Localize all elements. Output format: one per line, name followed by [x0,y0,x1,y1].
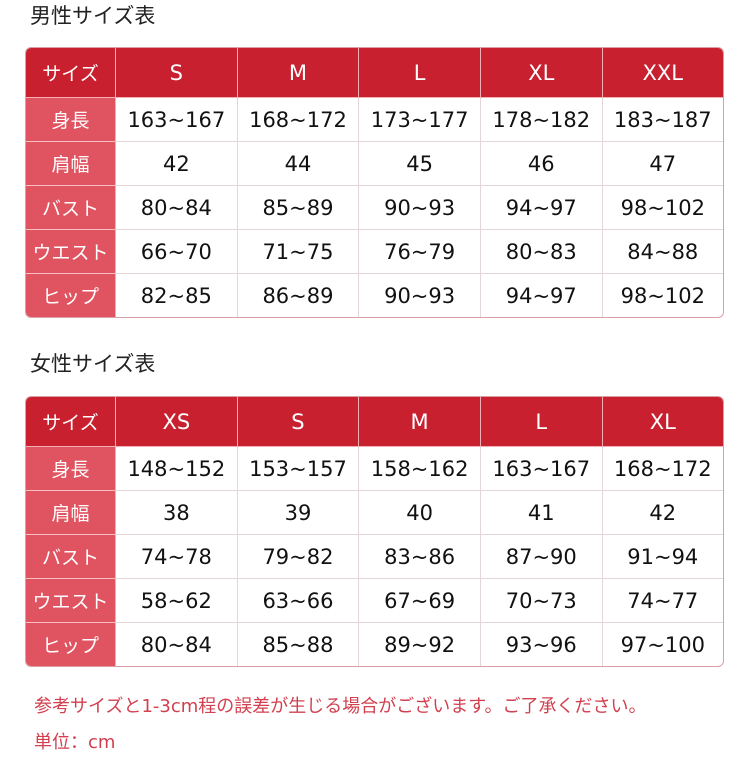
measurement-cell: 46 [480,142,603,186]
men-size-table: サイズ S M L XL XXL 身長 163~167 168~172 173~177 178~18… [25,47,724,318]
unit-note: 単位：cm [34,732,116,753]
table-row: 身長 148~152 153~157 158~162 163~167 168~172 [26,447,723,491]
measurement-cell: 90~93 [359,274,481,317]
measurement-cell: 89~92 [359,623,481,666]
size-header-cell: M [237,48,360,98]
measurement-cell: 94~97 [481,274,603,317]
table-row: ヒップ 82~85 86~89 90~93 94~97 98~102 [26,274,723,317]
measurement-cell: 94~97 [480,186,603,230]
measurement-cell: 41 [480,491,603,535]
row-label-cell: 肩幅 [26,142,116,186]
measurement-cell: 45 [359,142,481,186]
measurement-cell: 148~152 [116,447,238,491]
table-row: バスト 80~84 85~89 90~93 94~97 98~102 [26,186,723,230]
measurement-cell: 38 [116,491,238,535]
measurement-cell: 183~187 [602,98,723,142]
measurement-cell: 153~157 [237,447,360,491]
table-row: バスト 74~78 79~82 83~86 87~90 91~94 [26,535,723,579]
row-label-cell: 身長 [26,98,116,142]
measurement-cell: 40 [359,491,481,535]
row-label-cell: 肩幅 [26,491,116,535]
measurement-cell: 74~77 [602,579,723,623]
row-label-cell: 身長 [26,447,116,491]
measurement-cell: 168~172 [237,98,360,142]
size-header-cell: XL [480,48,603,98]
table-row: ヒップ 80~84 85~88 89~92 93~96 97~100 [26,623,723,666]
measurement-cell: 158~162 [359,447,481,491]
measurement-cell: 87~90 [480,535,603,579]
measurement-cell: 71~75 [237,230,360,274]
row-label-cell: ヒップ [26,623,116,666]
measurement-cell: 58~62 [116,579,238,623]
table-row: ウエスト 66~70 71~75 76~79 80~83 84~88 [26,230,723,274]
measurement-cell: 83~86 [359,535,481,579]
size-header-cell: XXL [602,48,723,98]
measurement-cell: 44 [237,142,360,186]
table-row: 身長 163~167 168~172 173~177 178~182 183~187 [26,98,723,142]
measurement-cell: 84~88 [602,230,723,274]
measurement-cell: 82~85 [116,274,238,317]
measurement-cell: 76~79 [359,230,481,274]
row-label-cell: ウエスト [26,579,116,623]
measurement-cell: 168~172 [602,447,723,491]
size-header-cell: L [359,48,481,98]
measurement-cell: 91~94 [602,535,723,579]
header-row: サイズ S M L XL XXL [26,48,723,98]
measurement-cell: 93~96 [481,623,603,666]
measurement-cell: 86~89 [238,274,360,317]
measurement-cell: 67~69 [359,579,481,623]
measurement-cell: 90~93 [359,186,481,230]
measurement-cell: 163~167 [116,98,238,142]
row-label-cell: ウエスト [26,230,116,274]
measurement-cell: 97~100 [620,632,705,657]
women-size-chart-title: 女性サイズ表 [30,352,156,376]
measurement-cell: 98~102 [602,186,723,230]
measurement-cell: 80~84 [116,186,238,230]
measurement-cell: 85~88 [238,623,360,666]
header-row: サイズ XS S M L XL [26,397,723,447]
measurement-cell: 70~73 [480,579,603,623]
measurement-cell: 42 [116,142,238,186]
measurement-cell: 39 [237,491,360,535]
measurement-cell: 98~102 [620,283,705,308]
measurement-cell: 66~70 [116,230,238,274]
table-row: ウエスト 58~62 63~66 67~69 70~73 74~77 [26,579,723,623]
size-header-cell: XS [116,397,238,447]
table-row: 肩幅 38 39 40 41 42 [26,491,723,535]
table-row: 肩幅 42 44 45 46 47 [26,142,723,186]
header-label-cell: サイズ [26,48,116,98]
row-label-cell: バスト [26,186,116,230]
size-header-cell: L [480,397,603,447]
measurement-cell: 85~89 [237,186,360,230]
size-header-cell: S [116,48,238,98]
measurement-cell: 178~182 [480,98,603,142]
measurement-cell: 79~82 [237,535,360,579]
measurement-cell: 74~78 [116,535,238,579]
women-size-table: サイズ XS S M L XL 身長 148~152 153~157 158~162 163~167… [25,396,724,667]
row-label-cell: ヒップ [26,274,116,317]
measurement-cell: 80~83 [480,230,603,274]
measurement-cell: 163~167 [480,447,603,491]
size-header-cell: M [359,397,481,447]
measurement-cell: 63~66 [237,579,360,623]
men-size-chart-title: 男性サイズ表 [30,4,156,28]
measurement-cell: 173~177 [359,98,481,142]
measurement-cell: 47 [602,142,723,186]
row-label-cell: バスト [26,535,116,579]
size-header-cell: S [237,397,360,447]
disclaimer-note: 参考サイズと1-3cm程の誤差が生じる場合がございます。ご了承ください。 [34,696,647,717]
size-header-cell: XL [602,397,723,447]
measurement-cell: 42 [602,491,723,535]
measurement-cell: 80~84 [116,623,238,666]
header-label-cell: サイズ [26,397,116,447]
